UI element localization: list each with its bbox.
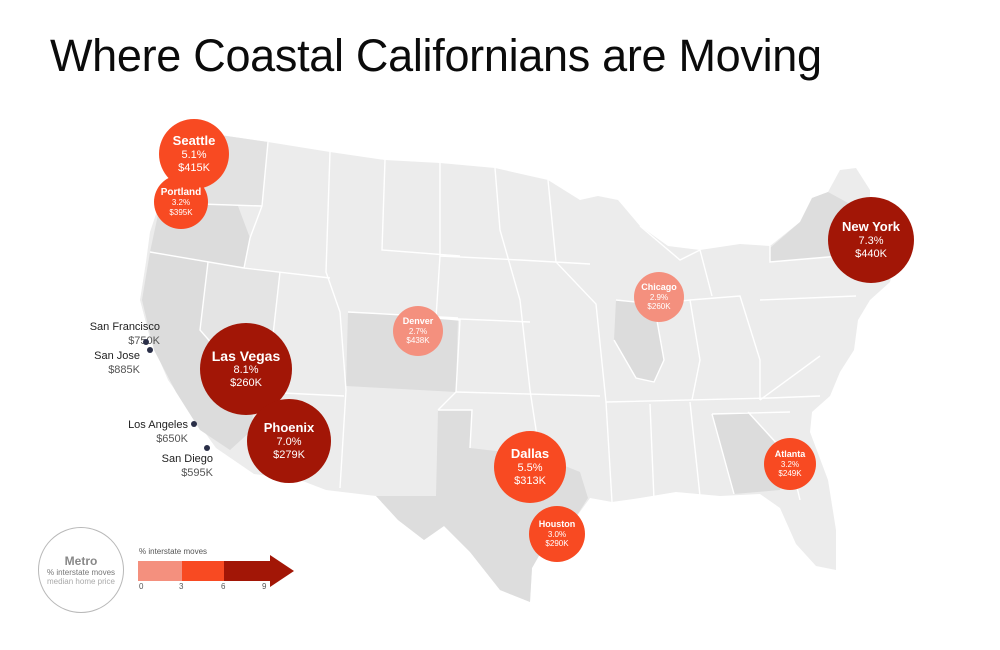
city-name: Chicago [641, 282, 677, 293]
legend-metro-label: Metro [64, 553, 98, 568]
origin-label-san-jose: San Jose $885K [94, 350, 140, 378]
scale-low-segment [138, 561, 182, 581]
origin-price: $650K [156, 432, 188, 445]
city-bubble-denver: Denver 2.7% $438K [393, 306, 443, 356]
scale-tick-3: 3 [179, 582, 184, 591]
legend-share-label: % interstate moves [46, 567, 116, 577]
origin-dot-san-diego [204, 445, 210, 451]
scale-arrowhead [270, 555, 294, 587]
city-bubble-houston: Houston 3.0% $290K [529, 506, 585, 562]
origin-name: Los Angeles [128, 419, 188, 431]
contiguous-us-shape [140, 128, 898, 602]
scale-tick-0: 0 [139, 582, 144, 591]
origin-name: San Jose [94, 350, 140, 362]
origin-price: $595K [181, 466, 213, 479]
city-share: 3.2% [780, 459, 800, 469]
city-name: Seattle [172, 133, 216, 149]
city-share: 5.1% [181, 148, 207, 161]
city-price: $415K [178, 161, 210, 174]
city-bubble-new-york: New York 7.3% $440K [828, 197, 914, 283]
origin-label-san-diego: San Diego $595K [162, 453, 213, 481]
city-price: $249K [778, 469, 802, 479]
scale-tick-6: 6 [221, 582, 226, 591]
city-price: $290K [545, 539, 569, 549]
city-share: 7.3% [858, 234, 884, 247]
city-name: New York [841, 219, 901, 235]
city-price: $260K [230, 377, 262, 390]
city-share: 7.0% [276, 435, 302, 448]
city-price: $279K [273, 448, 305, 461]
city-bubble-dallas: Dallas 5.5% $313K [494, 431, 566, 503]
size-legend: Metro % interstate moves median home pri… [38, 527, 124, 613]
origin-dot-los-angeles [191, 421, 197, 427]
city-bubble-atlanta: Atlanta 3.2% $249K [764, 438, 816, 490]
origin-label-san-francisco: San Francisco$750K [90, 321, 160, 349]
color-scale-title: % interstate moves [139, 547, 208, 556]
scale-tick-9: 9 [262, 582, 267, 591]
city-name: Las Vegas [211, 347, 281, 364]
map-title: Where Coastal Californians are Moving [50, 30, 822, 81]
city-price: $313K [514, 474, 546, 487]
city-share: 3.0% [547, 529, 567, 539]
city-bubble-chicago: Chicago 2.9% $260K [634, 272, 684, 322]
scale-mid-segment [182, 561, 224, 581]
city-price: $440K [855, 247, 887, 260]
origin-price: $885K [108, 363, 140, 376]
city-name: Dallas [510, 446, 550, 462]
city-share: 8.1% [233, 364, 259, 377]
city-price: $260K [647, 302, 671, 312]
city-share: 2.7% [408, 326, 428, 336]
city-price: $438K [406, 336, 430, 346]
city-name: Portland [160, 186, 202, 198]
legend-price-label: median home price [46, 577, 116, 586]
city-name: Phoenix [263, 420, 315, 436]
city-name: Houston [538, 519, 576, 530]
scale-high-segment [224, 561, 270, 581]
color-scale-arrow [138, 555, 294, 587]
origin-dot-san-jose [147, 347, 153, 353]
city-share: 5.5% [517, 461, 543, 474]
origin-name: San Diego [161, 453, 213, 465]
city-share: 3.2% [171, 198, 191, 208]
city-name: Denver [402, 316, 434, 327]
origin-label-los-angeles: Los Angeles $650K [128, 419, 188, 447]
city-share: 2.9% [649, 292, 669, 302]
city-price: $395K [169, 207, 193, 217]
city-name: Atlanta [774, 449, 806, 460]
city-bubble-phoenix: Phoenix 7.0% $279K [247, 399, 331, 483]
origin-name: San Francisco [89, 321, 160, 333]
origin-dot-san-francisco [143, 339, 149, 345]
city-bubble-portland: Portland 3.2% $395K [154, 175, 208, 229]
